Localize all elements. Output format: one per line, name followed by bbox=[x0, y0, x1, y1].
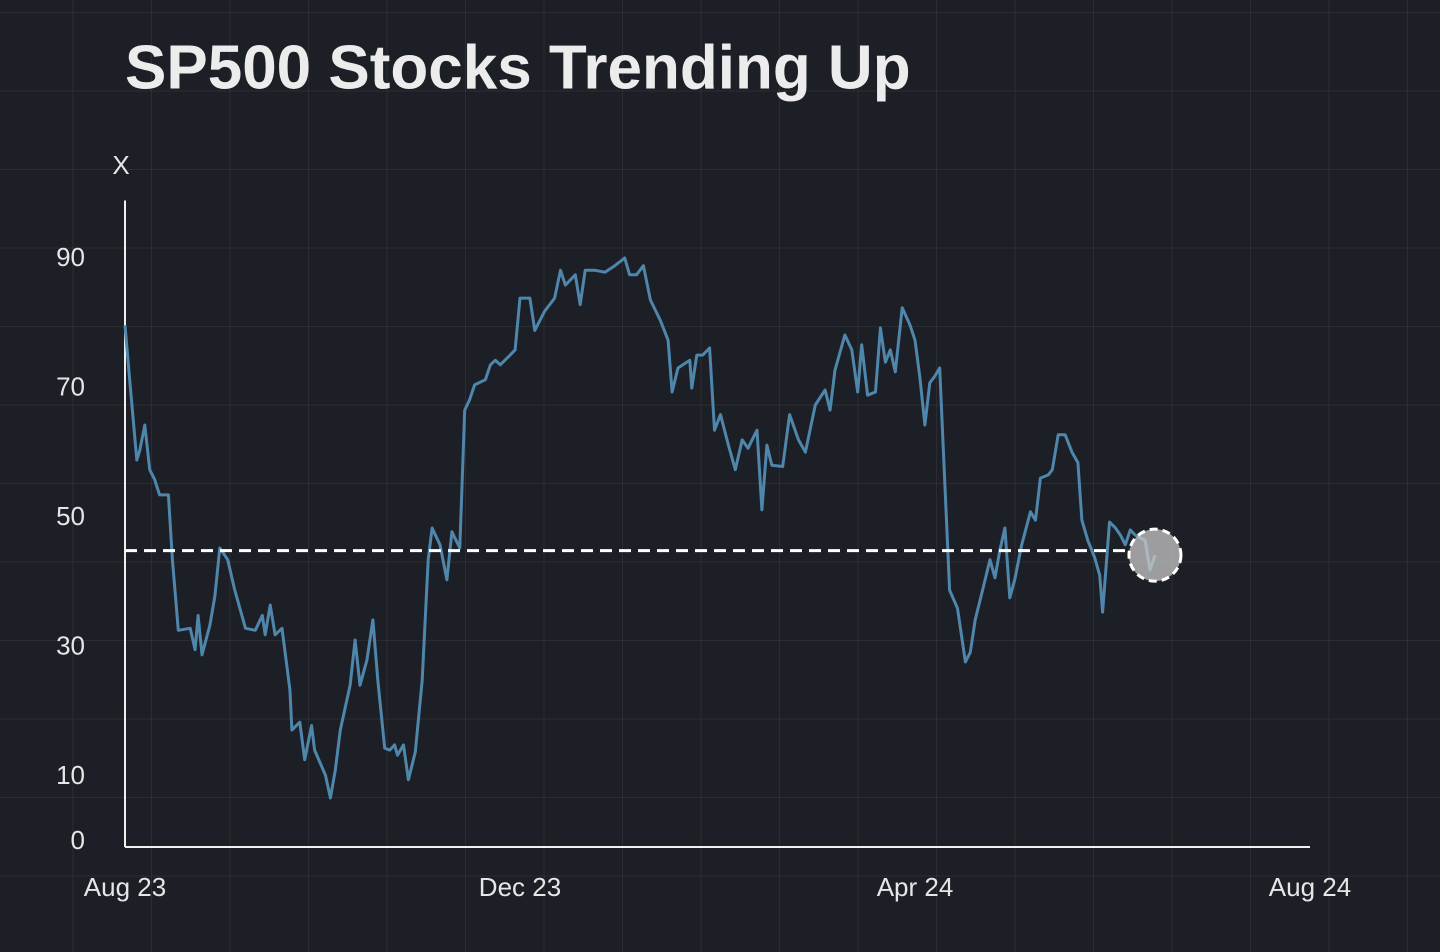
data-line bbox=[123, 256, 1157, 800]
x-tick-label: Dec 23 bbox=[479, 872, 561, 902]
chart-title: SP500 Stocks Trending Up bbox=[125, 33, 911, 102]
x-tick-label: Aug 24 bbox=[1269, 872, 1351, 902]
x-tick-label: Apr 24 bbox=[877, 872, 954, 902]
y-tick-label: 90 bbox=[56, 242, 85, 272]
y-tick-label: 10 bbox=[56, 760, 85, 790]
x-tick-label: Aug 23 bbox=[84, 872, 166, 902]
y-tick-label: 70 bbox=[56, 372, 85, 402]
y-tick-label: 50 bbox=[56, 501, 85, 531]
end-marker bbox=[1127, 527, 1183, 583]
y-tick-label: 0 bbox=[71, 825, 85, 855]
y-axis-label: X bbox=[112, 150, 129, 180]
y-tick-label: 30 bbox=[56, 631, 85, 661]
